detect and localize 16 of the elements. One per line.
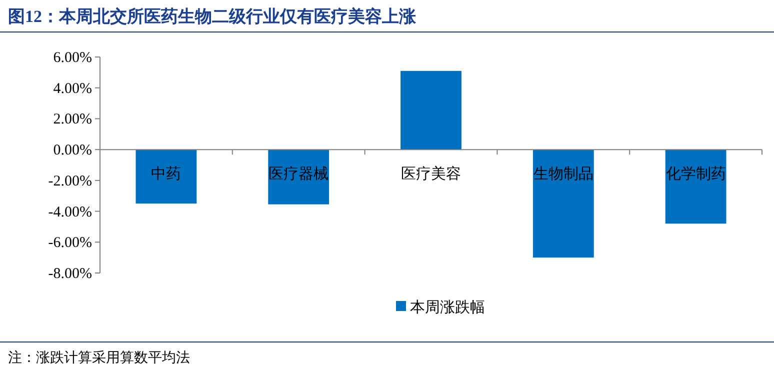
y-tick-label: -2.00%	[48, 173, 92, 190]
y-tick-label: -8.00%	[48, 266, 92, 282]
x-tick-label: 化学制药	[666, 166, 726, 183]
y-tick-label: 2.00%	[53, 112, 92, 128]
y-tick-label: 4.00%	[53, 80, 92, 97]
x-tick-label: 医疗器械	[268, 166, 329, 183]
y-tick-label: 6.00%	[53, 50, 92, 66]
y-tick-label: -4.00%	[48, 204, 92, 220]
x-tick-label: 生物制品	[533, 166, 594, 183]
y-tick-label: -6.00%	[48, 235, 92, 252]
chart-title: 图12：本周北交所医药生物二级行业仅有医疗美容上涨	[8, 7, 417, 26]
legend-label: 本周涨跌幅	[410, 299, 485, 316]
x-tick-label: 中药	[151, 166, 182, 183]
x-tick-label: 医疗美容	[401, 166, 461, 183]
text: 注：涨跌计算采用算数平均法	[8, 350, 190, 366]
y-tick-label: 0.00%	[53, 142, 92, 159]
